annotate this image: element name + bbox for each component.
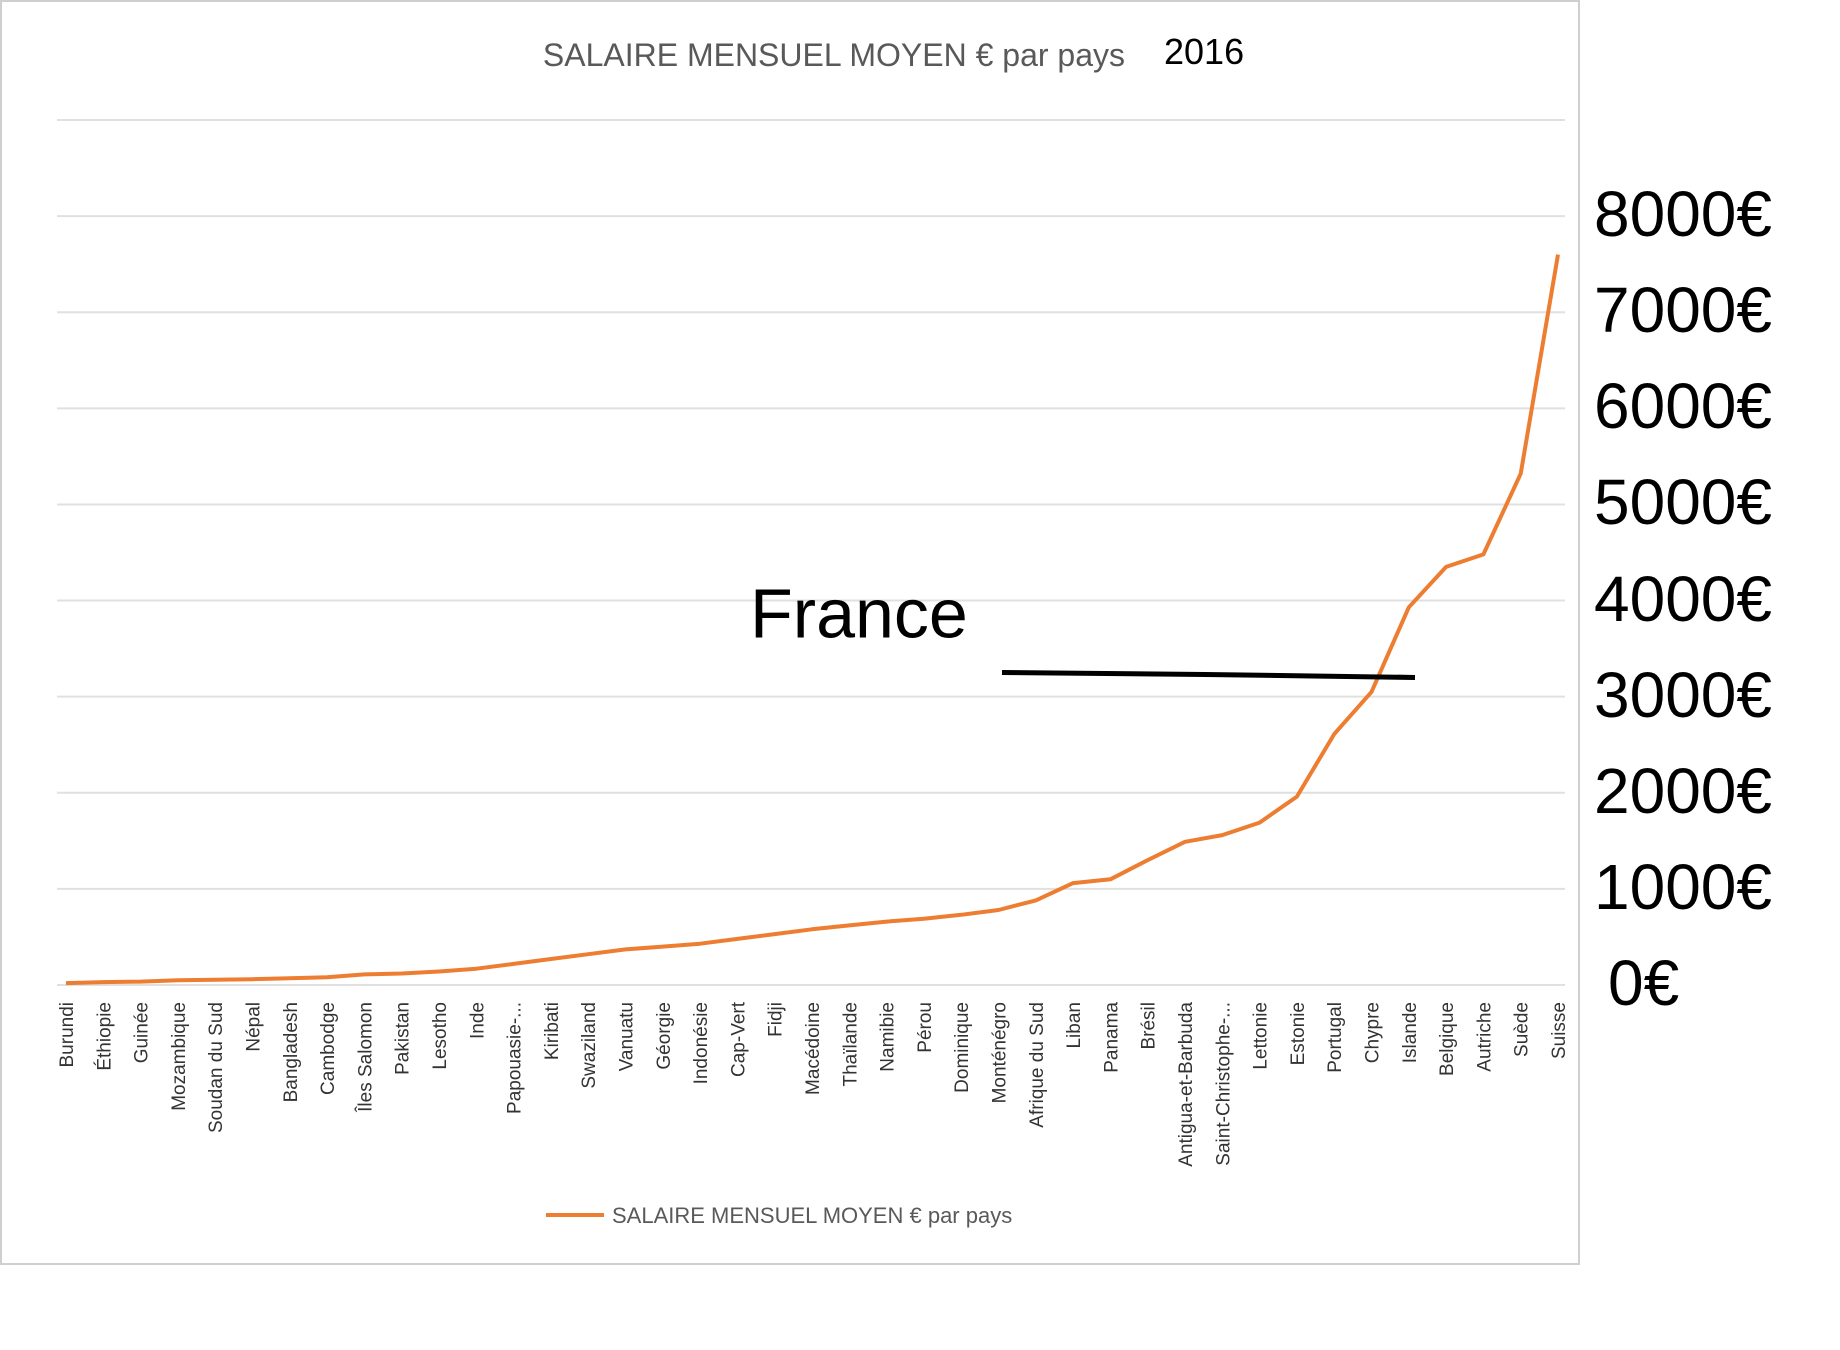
x-tick-label: Burundi xyxy=(57,1002,78,1068)
y-tick-label: 8000€ xyxy=(1594,178,1772,251)
x-tick-label: Lesotho xyxy=(430,1002,451,1070)
x-tick-label: Estonie xyxy=(1288,1002,1309,1065)
y-tick-label: 6000€ xyxy=(1594,370,1772,443)
x-tick-label: Indonésie xyxy=(691,1002,712,1084)
x-tick-label: Dominique xyxy=(952,1002,973,1093)
x-tick-label: Monténégro xyxy=(990,1002,1011,1103)
x-tick-label: Soudan du Sud xyxy=(206,1002,227,1133)
x-tick-label: Cambodge xyxy=(318,1002,339,1095)
x-tick-label: Saint-Christophe-... xyxy=(1213,1002,1234,1166)
chart-year-label: 2016 xyxy=(1164,31,1244,72)
x-tick-label: Îles Salomon xyxy=(354,1002,376,1113)
x-tick-label: Chypre xyxy=(1363,1002,1384,1063)
x-tick-label: Brésil xyxy=(1139,1002,1160,1050)
legend-label: SALAIRE MENSUEL MOYEN € par pays xyxy=(612,1203,1012,1228)
y-tick-label: 1000€ xyxy=(1594,850,1772,923)
y-tick-label: 7000€ xyxy=(1594,274,1772,347)
y-tick-label: 5000€ xyxy=(1594,466,1772,539)
x-tick-label: Panama xyxy=(1101,1002,1122,1073)
x-tick-label: Namibie xyxy=(878,1002,899,1072)
x-tick-label: Suisse xyxy=(1549,1002,1570,1059)
x-tick-label: Géorgie xyxy=(654,1002,675,1070)
x-tick-label: Bangladesh xyxy=(281,1002,302,1102)
x-axis-tick-labels: Burundi Éthiopie Guinée Mozambique Soudan du… xyxy=(57,1001,1570,1166)
france-annotation-line xyxy=(1001,669,1416,680)
x-tick-label: Fidji xyxy=(766,1002,787,1037)
chart-title: SALAIRE MENSUEL MOYEN € par pays xyxy=(543,37,1125,73)
series-line xyxy=(65,254,1560,986)
x-tick-label: Kiribati xyxy=(542,1002,563,1060)
x-tick-label: Islande xyxy=(1400,1002,1421,1063)
x-tick-label: Liban xyxy=(1064,1002,1085,1049)
chart-frame xyxy=(0,0,1580,1265)
x-tick-label: Antigua-et-Barbuda xyxy=(1176,1002,1197,1167)
x-tick-label: Papouasie-... xyxy=(505,1002,526,1114)
x-tick-label: Pakistan xyxy=(393,1002,414,1075)
annotation-layer: France xyxy=(750,574,1416,680)
y-tick-label: 2000€ xyxy=(1594,754,1772,827)
x-tick-label: Thaïlande xyxy=(840,1002,861,1087)
x-tick-label: Autriche xyxy=(1474,1002,1495,1072)
x-tick-label: Macédoine xyxy=(803,1002,824,1095)
x-tick-label: Vanuatu xyxy=(617,1002,638,1071)
x-tick-label: Cap-Vert xyxy=(728,1001,749,1077)
x-tick-label: Lettonie xyxy=(1251,1002,1272,1070)
x-tick-label: Afrique du Sud xyxy=(1027,1002,1048,1128)
series-layer xyxy=(65,254,1560,986)
x-tick-label: Belgique xyxy=(1437,1002,1458,1076)
x-tick-label: Guinée xyxy=(132,1002,153,1063)
x-tick-label: Portugal xyxy=(1325,1002,1346,1073)
x-tick-label: Népal xyxy=(244,1002,265,1052)
x-tick-label: Mozambique xyxy=(169,1002,190,1111)
gridlines xyxy=(57,119,1565,986)
y-tick-label: 4000€ xyxy=(1594,562,1772,635)
y-tick-label: 0€ xyxy=(1608,947,1680,1019)
chart-legend: SALAIRE MENSUEL MOYEN € par pays xyxy=(546,1203,1012,1228)
x-tick-label: Pérou xyxy=(915,1002,936,1053)
x-tick-label: Éthiopie xyxy=(94,1002,115,1071)
x-tick-label: Inde xyxy=(467,1002,488,1039)
y-tick-label: 3000€ xyxy=(1594,658,1772,731)
x-tick-label: Suède xyxy=(1512,1002,1533,1057)
x-tick-label: Swaziland xyxy=(579,1002,600,1089)
france-annotation-label: France xyxy=(750,574,968,652)
